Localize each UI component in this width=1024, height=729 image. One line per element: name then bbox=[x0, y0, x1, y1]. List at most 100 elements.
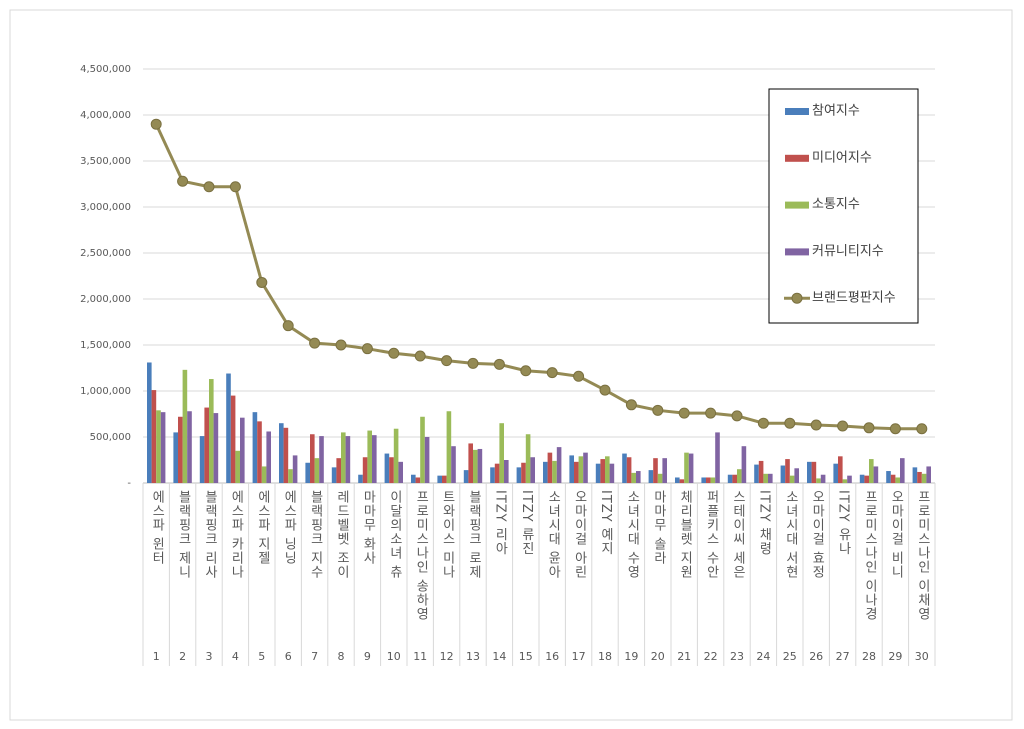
x-rank-label: 28 bbox=[862, 650, 876, 663]
x-tick-label: 에스파 지젤 bbox=[254, 490, 270, 566]
x-tick-label: ITZY 유나 bbox=[835, 490, 851, 556]
bar bbox=[499, 423, 504, 483]
x-tick-label: 레드벨벳 조이 bbox=[334, 490, 349, 580]
line-marker bbox=[256, 276, 268, 288]
x-rank-label: 20 bbox=[651, 650, 665, 663]
line-marker bbox=[916, 423, 928, 435]
line-marker bbox=[810, 419, 822, 431]
bar bbox=[605, 456, 610, 483]
legend-swatch bbox=[785, 248, 809, 256]
line-marker bbox=[599, 384, 611, 396]
bar bbox=[869, 459, 874, 483]
bar bbox=[398, 461, 403, 483]
bar bbox=[811, 461, 817, 483]
bar bbox=[662, 458, 667, 483]
x-tick-label: 이달의소녀 츄 bbox=[386, 490, 402, 580]
bar bbox=[688, 453, 694, 483]
y-tick-label: 500,000 bbox=[90, 432, 131, 443]
x-tick-label: 스테이씨 세은 bbox=[730, 490, 745, 580]
bar bbox=[900, 458, 905, 483]
x-rank-label: 23 bbox=[730, 650, 744, 663]
bar bbox=[626, 457, 632, 483]
bar bbox=[732, 474, 737, 483]
bar bbox=[833, 463, 838, 483]
x-rank-label: 2 bbox=[179, 650, 186, 663]
legend-swatch bbox=[785, 201, 809, 209]
line-marker bbox=[388, 347, 400, 359]
line-marker bbox=[493, 358, 505, 370]
bar bbox=[384, 453, 390, 483]
x-rank-label: 29 bbox=[888, 650, 902, 663]
bar bbox=[780, 465, 786, 483]
x-tick-label: 블랙핑크 리사 bbox=[202, 490, 217, 580]
bar bbox=[494, 463, 500, 483]
bar bbox=[156, 410, 161, 483]
x-rank-label: 16 bbox=[545, 650, 559, 663]
bar bbox=[314, 458, 320, 483]
bar bbox=[442, 475, 447, 483]
line-marker bbox=[177, 175, 189, 187]
legend-label: 미디어지수 bbox=[812, 150, 872, 165]
x-rank-label: 11 bbox=[413, 650, 427, 663]
bar bbox=[675, 477, 680, 483]
bar bbox=[411, 474, 416, 483]
line-marker bbox=[441, 355, 453, 367]
x-rank-label: 6 bbox=[285, 650, 292, 663]
bar bbox=[240, 417, 245, 483]
x-tick-label: ITZY 류진 bbox=[518, 490, 534, 556]
x-tick-label: 에스파 카리나 bbox=[228, 490, 244, 580]
x-tick-label: ITZY 예지 bbox=[598, 490, 613, 556]
bar bbox=[758, 460, 764, 483]
bar bbox=[420, 416, 425, 483]
x-tick-label: 에스파 닝닝 bbox=[281, 490, 297, 566]
bar bbox=[521, 462, 526, 483]
bar bbox=[147, 362, 152, 483]
x-tick-label: 블랙핑크 제니 bbox=[175, 490, 191, 580]
bar bbox=[199, 436, 205, 483]
bar bbox=[209, 379, 214, 483]
bar bbox=[393, 428, 399, 483]
bar bbox=[468, 443, 473, 483]
x-rank-label: 9 bbox=[364, 650, 371, 663]
y-tick-label: 2,000,000 bbox=[80, 294, 131, 305]
x-tick-label: 오마이걸 효정 bbox=[809, 490, 825, 580]
bar bbox=[437, 475, 442, 483]
bar bbox=[252, 412, 258, 483]
bar bbox=[820, 474, 826, 483]
bar bbox=[838, 456, 843, 483]
bar bbox=[372, 435, 377, 483]
line-marker bbox=[546, 367, 558, 379]
x-tick-label: 에스파 윈터 bbox=[149, 490, 165, 566]
x-rank-label: 1 bbox=[153, 650, 160, 663]
bar bbox=[182, 369, 188, 483]
bar bbox=[895, 477, 900, 483]
bar bbox=[319, 436, 324, 483]
bar bbox=[160, 412, 166, 483]
y-tick-label: 3,500,000 bbox=[80, 156, 131, 167]
x-tick-label: 오마이걸 아린 bbox=[571, 490, 587, 580]
x-rank-label: 18 bbox=[598, 650, 612, 663]
line-marker bbox=[361, 343, 373, 355]
bar bbox=[710, 477, 716, 483]
bar bbox=[583, 452, 588, 483]
bar bbox=[178, 416, 183, 483]
y-tick-label: 1,000,000 bbox=[80, 386, 131, 397]
bar bbox=[706, 477, 711, 483]
bar bbox=[288, 469, 293, 483]
x-tick-label: 블랙핑크 로제 bbox=[466, 490, 481, 580]
line-marker bbox=[652, 404, 664, 416]
x-tick-label: 마마무 솔라 bbox=[650, 490, 666, 566]
bar bbox=[921, 473, 927, 483]
y-tick-label: 4,000,000 bbox=[80, 110, 131, 121]
bar bbox=[794, 468, 799, 483]
bar bbox=[595, 463, 601, 483]
line-marker bbox=[573, 370, 585, 382]
bar bbox=[305, 462, 310, 483]
bar bbox=[226, 373, 231, 483]
bar bbox=[230, 395, 236, 483]
x-rank-label: 21 bbox=[677, 650, 691, 663]
x-rank-label: 27 bbox=[836, 650, 850, 663]
legend-marker bbox=[791, 292, 803, 304]
bar bbox=[657, 473, 663, 483]
line-marker bbox=[678, 407, 690, 419]
